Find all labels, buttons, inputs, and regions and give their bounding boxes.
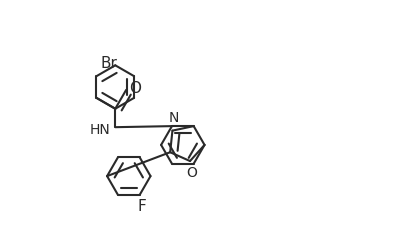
Text: F: F	[137, 199, 146, 214]
Text: O: O	[129, 81, 141, 96]
Text: O: O	[186, 166, 197, 180]
Text: HN: HN	[89, 122, 110, 137]
Text: Br: Br	[100, 56, 117, 71]
Text: N: N	[168, 111, 179, 125]
